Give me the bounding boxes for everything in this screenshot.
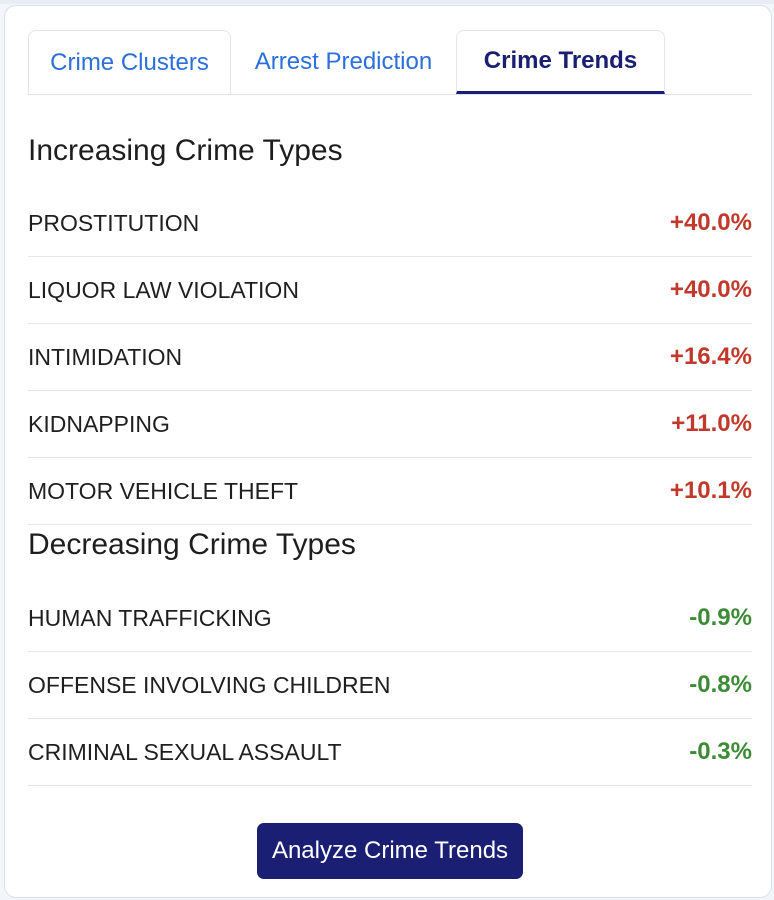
crime-type-name: LIQUOR LAW VIOLATION bbox=[28, 276, 299, 303]
increasing-section-title: Increasing Crime Types bbox=[28, 134, 343, 167]
analyze-crime-trends-button[interactable]: Analyze Crime Trends bbox=[257, 823, 523, 879]
list-item: PROSTITUTION +40.0% bbox=[28, 190, 752, 257]
crime-type-name: PROSTITUTION bbox=[28, 209, 200, 236]
change-value: +40.0% bbox=[669, 276, 752, 303]
crime-type-name: INTIMIDATION bbox=[28, 343, 183, 370]
tab-crime-clusters[interactable]: Crime Clusters bbox=[28, 30, 231, 94]
list-item: KIDNAPPING +11.0% bbox=[28, 391, 752, 458]
crime-type-name: KIDNAPPING bbox=[28, 410, 170, 437]
tab-crime-trends[interactable]: Crime Trends bbox=[456, 30, 665, 94]
decreasing-section-title: Decreasing Crime Types bbox=[28, 528, 356, 561]
tab-bar: Crime Clusters Arrest Prediction Crime T… bbox=[28, 30, 752, 95]
list-item: LIQUOR LAW VIOLATION +40.0% bbox=[28, 257, 752, 324]
change-value: -0.8% bbox=[689, 671, 752, 698]
crime-type-name: HUMAN TRAFFICKING bbox=[28, 604, 272, 631]
change-value: -0.3% bbox=[689, 738, 752, 765]
list-item: CRIMINAL SEXUAL ASSAULT -0.3% bbox=[28, 719, 752, 786]
crime-trends-card: Crime Clusters Arrest Prediction Crime T… bbox=[4, 5, 772, 898]
crime-type-name: MOTOR VEHICLE THEFT bbox=[28, 477, 299, 504]
list-item: HUMAN TRAFFICKING -0.9% bbox=[28, 585, 752, 652]
tab-arrest-prediction[interactable]: Arrest Prediction bbox=[254, 48, 433, 75]
list-item: MOTOR VEHICLE THEFT +10.1% bbox=[28, 458, 752, 525]
crime-type-name: OFFENSE INVOLVING CHILDREN bbox=[28, 671, 391, 698]
change-value: +10.1% bbox=[669, 477, 752, 504]
list-item: OFFENSE INVOLVING CHILDREN -0.8% bbox=[28, 652, 752, 719]
change-value: +16.4% bbox=[669, 343, 752, 370]
top-edge bbox=[0, 0, 774, 4]
list-item: INTIMIDATION +16.4% bbox=[28, 324, 752, 391]
change-value: -0.9% bbox=[689, 604, 752, 631]
crime-type-name: CRIMINAL SEXUAL ASSAULT bbox=[28, 738, 342, 765]
change-value: +11.0% bbox=[671, 410, 752, 437]
change-value: +40.0% bbox=[669, 209, 752, 236]
